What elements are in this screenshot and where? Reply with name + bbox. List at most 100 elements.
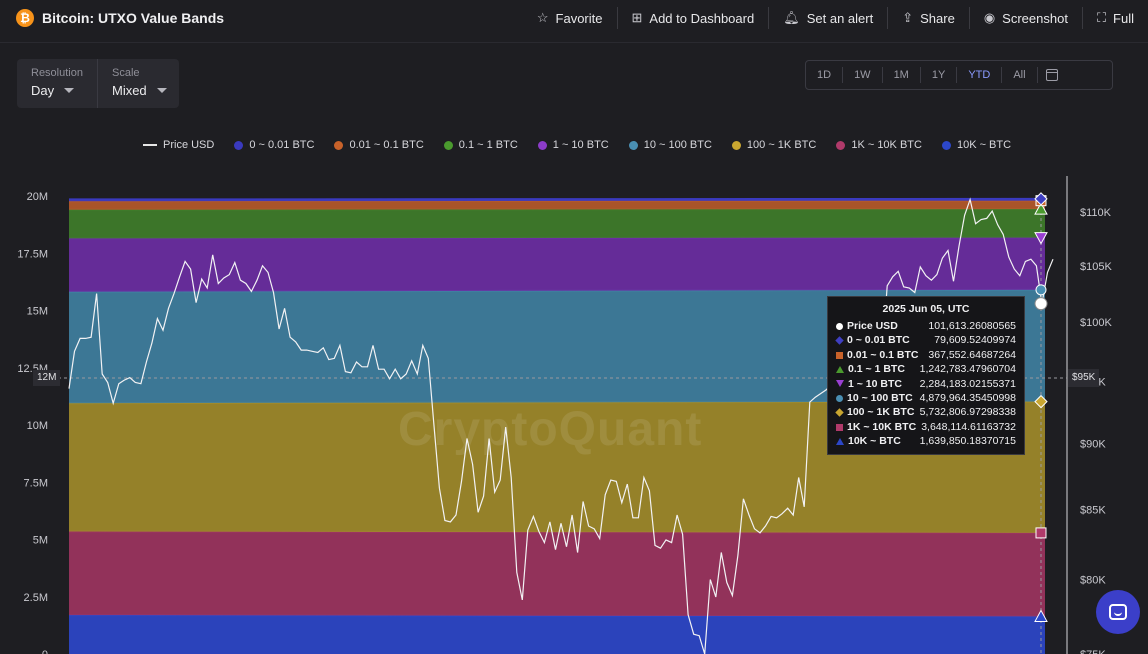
tooltip-row-0-0-01-btc: 0 ~ 0.01 BTC 79,609.52409974	[835, 333, 1016, 347]
legend-swatch	[143, 144, 157, 146]
y-right-tick-label: $85K	[1080, 505, 1106, 517]
screenshot-button[interactable]: ◉ Screenshot	[968, 7, 1082, 29]
header-divider	[0, 42, 1148, 43]
share-label: Share	[920, 10, 955, 26]
favorite-button[interactable]: ☆ Favorite	[523, 7, 617, 29]
legend-label: 1K ~ 10K BTC	[851, 139, 922, 151]
chat-support-button[interactable]	[1096, 590, 1140, 634]
set-alert-button[interactable]: 🔔︎ Set an alert	[768, 7, 887, 29]
y-left-tick-label: 5M	[33, 535, 48, 547]
marker-0-1-1-btc	[1034, 202, 1048, 215]
legend-item-0-0-01-btc[interactable]: 0 ~ 0.01 BTC	[234, 139, 314, 151]
legend-item-100-1k-btc[interactable]: 100 ~ 1K BTC	[731, 139, 816, 151]
screenshot-label: Screenshot	[1002, 10, 1068, 26]
band-10k-btc	[69, 615, 1045, 654]
band-1-10-btc	[69, 237, 1045, 292]
dashboard-add-icon: ⊞	[631, 10, 643, 25]
marker-1k-10k-btc	[1035, 527, 1047, 539]
y-left-tick-label: 20M	[27, 191, 48, 203]
y-left-tick-label: 17.5M	[17, 248, 48, 260]
range-1w-button[interactable]: 1W	[854, 69, 871, 81]
range-1d-button[interactable]: 1D	[817, 69, 832, 81]
band-1k-10k-btc	[69, 531, 1045, 617]
fullscreen-icon: ⛶	[1096, 10, 1107, 25]
crosshair-right-label: $95K	[1068, 369, 1100, 387]
range-1y-button[interactable]: 1Y	[931, 69, 946, 81]
tooltip-row-0-1-1-btc: 0.1 ~ 1 BTC 1,242,783.47960704	[836, 362, 1016, 376]
marker-1-10-btc	[1034, 232, 1048, 245]
legend-label: 10K ~ BTC	[956, 139, 1012, 151]
legend-item-10-100-btc[interactable]: 10 ~ 100 BTC	[628, 139, 712, 151]
tooltip-row-price-usd: Price USD 101,613.26080565	[836, 319, 1016, 333]
legend-item-1k-10k-btc[interactable]: 1K ~ 10K BTC	[836, 139, 922, 151]
add-to-dashboard-label: Add to Dashboard	[649, 10, 755, 26]
resolution-select[interactable]: Resolution Day	[17, 59, 97, 108]
tooltip-row-1k-10k-btc: 1K ~ 10K BTC 3,648,114.61163732	[836, 420, 1016, 434]
legend-item-0-01-0-1-btc[interactable]: 0.01 ~ 0.1 BTC	[334, 139, 424, 151]
y-left-tick-label: 15M	[27, 306, 48, 318]
price-usd-line	[68, 197, 1054, 654]
chart-tooltip: 2025 Jun 05, UTC Price USD 101,613.260805…	[827, 296, 1025, 455]
y-right-tick-label: $80K	[1080, 575, 1106, 587]
range-divider	[842, 67, 844, 83]
range-1m-button[interactable]: 1M	[893, 69, 909, 81]
marker-10-100-btc	[1035, 284, 1047, 296]
band-100-1k-btc	[69, 401, 1045, 533]
legend-swatch	[731, 140, 741, 150]
y-left-tick-label: 0	[42, 649, 48, 654]
legend-item-price-usd[interactable]: Price USD	[143, 139, 214, 151]
camera-icon: ◉	[983, 10, 996, 25]
marker-0-0-01-btc	[1034, 192, 1048, 206]
legend-item-10k-btc[interactable]: 10K ~ BTC	[941, 139, 1012, 151]
tooltip-row-0-01-0-1-btc: 0.01 ~ 0.1 BTC 367,552.64687264	[836, 348, 1016, 362]
crosshair-left-label: 12M	[33, 370, 61, 386]
legend-label: 1 ~ 10 BTC	[552, 139, 609, 151]
y-right-tick-label: $90K	[1080, 439, 1106, 451]
chevron-down-icon	[64, 88, 75, 93]
band-edge-10k-btc	[68, 614, 1046, 618]
band-0-1-1-btc	[69, 209, 1045, 239]
favorite-label: Favorite	[555, 10, 603, 26]
calendar-icon[interactable]	[1045, 69, 1058, 81]
fullscreen-label: Full	[1113, 10, 1134, 26]
y-right-tick-label: $105K	[1080, 261, 1112, 273]
tooltip-row-100-1k-btc: 100 ~ 1K BTC 5,732,806.97298338	[835, 405, 1016, 419]
legend-swatch	[836, 140, 846, 150]
page-title: Bitcoin: UTXO Value Bands	[42, 10, 225, 26]
legend-swatch	[234, 140, 244, 150]
marker-price-usd	[1034, 297, 1048, 311]
legend-label: 0.1 ~ 1 BTC	[458, 139, 518, 151]
range-divider	[1036, 67, 1038, 83]
legend-swatch	[941, 140, 951, 150]
y-right-tick-label: $100K	[1080, 317, 1112, 329]
range-divider	[919, 67, 921, 83]
share-button[interactable]: ⇪ Share	[887, 7, 969, 29]
range-divider	[1001, 67, 1003, 83]
range-all-button[interactable]: All	[1013, 69, 1026, 81]
range-selector: 1D 1W 1M 1Y YTD All	[805, 60, 1113, 90]
range-ytd-button[interactable]: YTD	[968, 69, 991, 81]
add-to-dashboard-button[interactable]: ⊞ Add to Dashboard	[616, 7, 769, 29]
legend-item-0-1-1-btc[interactable]: 0.1 ~ 1 BTC	[443, 139, 518, 151]
tooltip-row-10k-btc: 10K ~ BTC 1,639,850.18370715	[836, 434, 1016, 448]
y-left-tick-label: 10M	[27, 420, 48, 432]
range-divider	[956, 67, 958, 83]
range-divider	[881, 67, 883, 83]
legend-label: 0 ~ 0.01 BTC	[249, 139, 315, 151]
legend-item-1-10-btc[interactable]: 1 ~ 10 BTC	[537, 139, 609, 151]
y-right-tick-label: $75K	[1080, 649, 1106, 654]
scale-select[interactable]: Scale Mixed	[96, 59, 181, 108]
tooltip-date: 2025 Jun 05, UTC	[882, 303, 970, 315]
tooltip-row-10-100-btc: 10 ~ 100 BTC 4,879,964.35450998	[836, 391, 1016, 405]
fullscreen-button[interactable]: ⛶ Full	[1081, 7, 1148, 29]
legend-label: 0.01 ~ 0.1 BTC	[349, 139, 424, 151]
y-left-tick-label: 2.5M	[24, 592, 48, 604]
legend-swatch	[334, 140, 344, 150]
band-0-01-0-1-btc	[69, 200, 1045, 210]
marker-10k-btc	[1034, 609, 1048, 622]
set-alert-label: Set an alert	[806, 10, 874, 26]
band-10-100-btc	[69, 289, 1045, 404]
top-bar: ₿ Bitcoin: UTXO Value Bands ☆ Favorite ⊞ A…	[0, 0, 1148, 36]
legend-swatch	[537, 140, 547, 150]
legend-label: 10 ~ 100 BTC	[643, 139, 712, 151]
